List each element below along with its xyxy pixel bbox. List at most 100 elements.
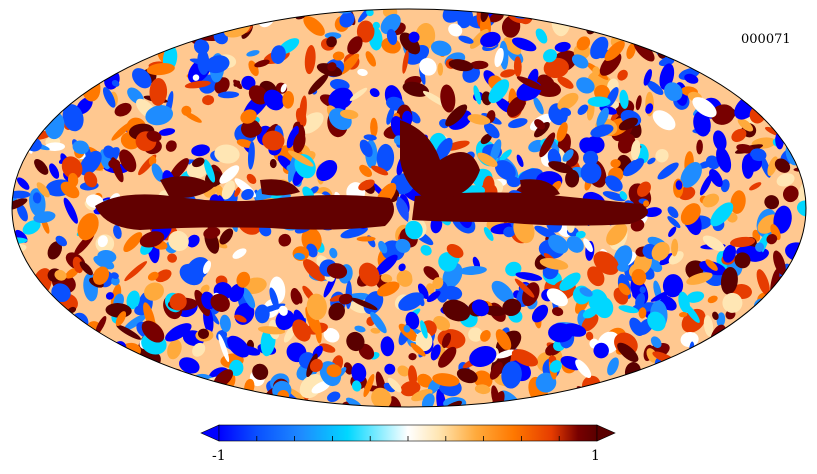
fluctuation-blob: [282, 91, 295, 109]
fluctuation-blob: [219, 314, 231, 333]
fluctuation-blob: [376, 143, 395, 172]
fluctuation-blob: [750, 9, 764, 26]
fluctuation-blob: [693, 110, 711, 137]
fluctuation-blob: [357, 68, 368, 76]
fluctuation-blob: [583, 238, 593, 253]
fluctuation-blob: [278, 233, 292, 247]
fluctuation-blob: [630, 139, 641, 161]
fluctuation-blob: [787, 13, 801, 33]
fluctuation-blob: [655, 148, 669, 163]
fluctuation-blob: [793, 351, 806, 379]
fluctuation-blob: [82, 339, 98, 352]
colorbar-ticks: [256, 436, 560, 441]
fluctuation-blob: [219, 400, 242, 407]
fluctuation-blob: [23, 95, 42, 111]
fluctuation-blob: [488, 79, 510, 104]
fluctuation-blob: [699, 174, 713, 196]
fluctuation-blob: [608, 392, 617, 402]
fluctuation-blob: [12, 198, 28, 211]
fluctuation-blob: [308, 73, 329, 95]
fluctuation-blob: [303, 16, 325, 36]
fluctuation-blob: [731, 128, 747, 143]
fluctuation-blob: [15, 18, 40, 28]
fluctuation-blob: [139, 32, 150, 49]
fluctuation-blob: [697, 384, 717, 395]
fluctuation-blob: [585, 331, 594, 341]
fluctuation-blob: [703, 396, 712, 405]
fluctuation-blob: [590, 36, 609, 60]
fluctuation-blob: [755, 242, 765, 252]
fluctuation-blob: [203, 227, 221, 239]
fluctuation-blob: [568, 11, 591, 23]
fluctuation-blob: [793, 68, 806, 85]
fluctuation-blob: [257, 303, 286, 314]
fluctuation-blob: [168, 230, 189, 252]
fluctuation-blob: [402, 81, 430, 97]
fluctuation-blob: [651, 399, 671, 407]
fluctuation-blob: [37, 371, 55, 400]
fluctuation-blob: [149, 9, 163, 32]
fluctuation-blob: [280, 83, 287, 93]
fluctuation-blob: [363, 134, 377, 141]
fluctuation-blob: [141, 320, 165, 343]
fluctuation-blob: [419, 58, 437, 76]
fluctuation-blob: [97, 250, 117, 263]
fluctuation-blob: [66, 14, 73, 26]
fluctuation-blob: [710, 202, 734, 227]
fluctuation-blob: [685, 393, 700, 407]
fluctuation-blob: [349, 87, 368, 101]
fluctuation-blob: [691, 23, 713, 43]
fluctuation-blob: [61, 156, 83, 180]
fluctuation-blob: [72, 140, 90, 155]
fluctuation-blob: [218, 333, 230, 363]
fluctuation-blob: [480, 31, 501, 48]
fluctuation-blob: [228, 283, 245, 302]
fluctuation-blob: [559, 272, 581, 291]
fluctuation-blob: [198, 328, 209, 340]
fluctuation-blob: [365, 51, 377, 67]
fluctuation-blob: [217, 91, 240, 99]
fluctuation-blob: [745, 363, 771, 381]
fluctuation-blob: [327, 391, 341, 403]
fluctuation-blob: [533, 97, 544, 115]
fluctuation-blob: [149, 393, 169, 407]
fluctuation-blob: [800, 54, 806, 70]
fluctuation-blob: [139, 231, 165, 248]
fluctuation-blob: [776, 173, 795, 187]
fluctuation-blob: [748, 399, 760, 407]
fluctuation-blob: [186, 234, 200, 248]
fluctuation-blob: [617, 342, 639, 363]
fluctuation-blob: [467, 114, 491, 125]
fluctuation-blob: [252, 363, 269, 381]
fluctuation-blob: [474, 384, 491, 395]
galactic-plane: [95, 120, 648, 230]
fluctuation-blob: [111, 121, 133, 141]
fluctuation-blob: [709, 169, 723, 187]
fluctuation-blob: [16, 203, 28, 222]
fluctuation-blob: [110, 272, 119, 279]
fluctuation-blob: [720, 179, 730, 193]
fluctuation-blob: [328, 87, 354, 110]
fluctuation-blob: [149, 78, 168, 106]
fluctuation-blob: [46, 74, 53, 81]
fluctuation-blob: [446, 243, 464, 259]
fluctuation-blob: [32, 192, 42, 204]
fluctuation-blob: [350, 297, 378, 311]
fluctuation-blob: [288, 150, 314, 167]
fluctuation-blob: [326, 364, 342, 378]
fluctuation-blob: [503, 226, 516, 238]
fluctuation-blob: [50, 93, 63, 111]
fluctuation-blob: [192, 342, 206, 357]
fluctuation-blob: [562, 323, 587, 337]
fluctuation-blob: [798, 179, 806, 203]
fluctuation-blob: [579, 287, 593, 297]
fluctuation-blob: [51, 283, 71, 303]
fluctuation-blob: [32, 71, 51, 93]
fluctuation-blob: [592, 400, 612, 407]
fluctuation-blob: [554, 41, 571, 52]
fluctuation-blob: [459, 266, 487, 275]
fluctuation-blob: [607, 403, 620, 407]
fluctuation-blob: [234, 314, 247, 323]
fluctuation-blob: [511, 37, 537, 52]
fluctuation-blob: [548, 161, 574, 174]
